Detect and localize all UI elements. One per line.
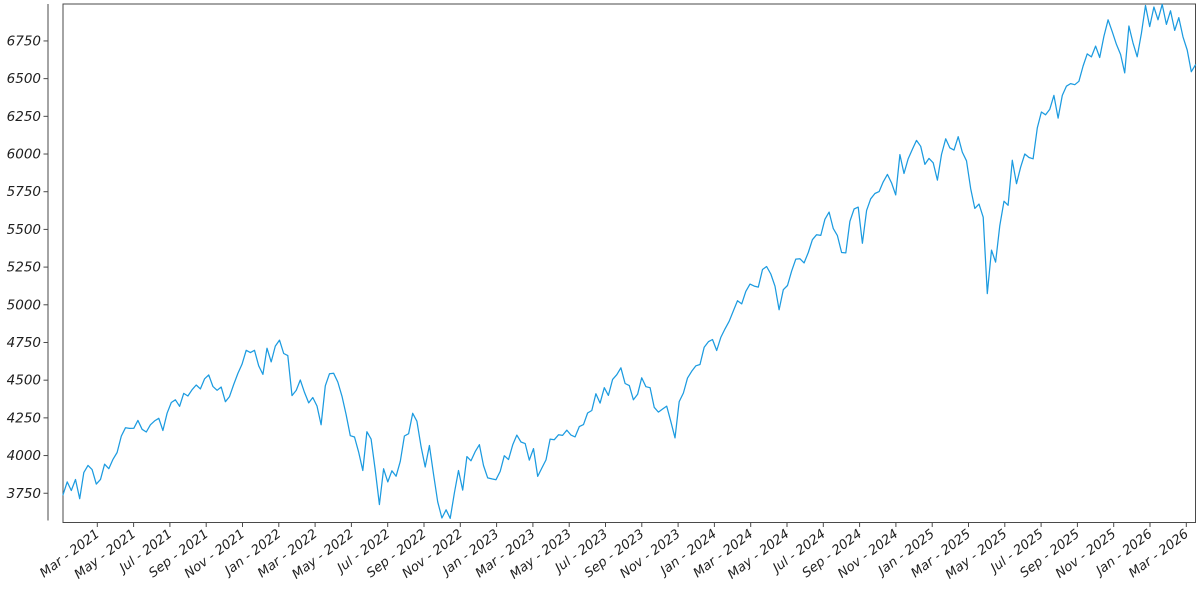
y-tick-label: 6750 xyxy=(7,33,41,49)
y-tick-label: 4250 xyxy=(7,410,41,426)
y-tick-label: 5250 xyxy=(7,260,41,276)
y-axis: 3750 4000 4250 4500 4750 5000 5250 5500 5750 6000… xyxy=(7,33,48,502)
y-tick-label: 6500 xyxy=(7,71,41,87)
y-tick-label: 6000 xyxy=(7,147,41,163)
y-tick-label: 4500 xyxy=(7,373,41,389)
y-tick-label: 3750 xyxy=(7,486,41,502)
price-line-series xyxy=(62,3,1197,520)
y-tick-label: 6250 xyxy=(7,109,41,125)
y-tick-label: 5750 xyxy=(7,184,41,200)
y-tick-label: 5000 xyxy=(7,297,41,313)
y-tick-label: 4750 xyxy=(7,335,41,351)
plot-area xyxy=(62,3,1196,523)
y-tick-label: 5500 xyxy=(7,222,41,238)
y-tick-label: 4000 xyxy=(7,448,41,464)
